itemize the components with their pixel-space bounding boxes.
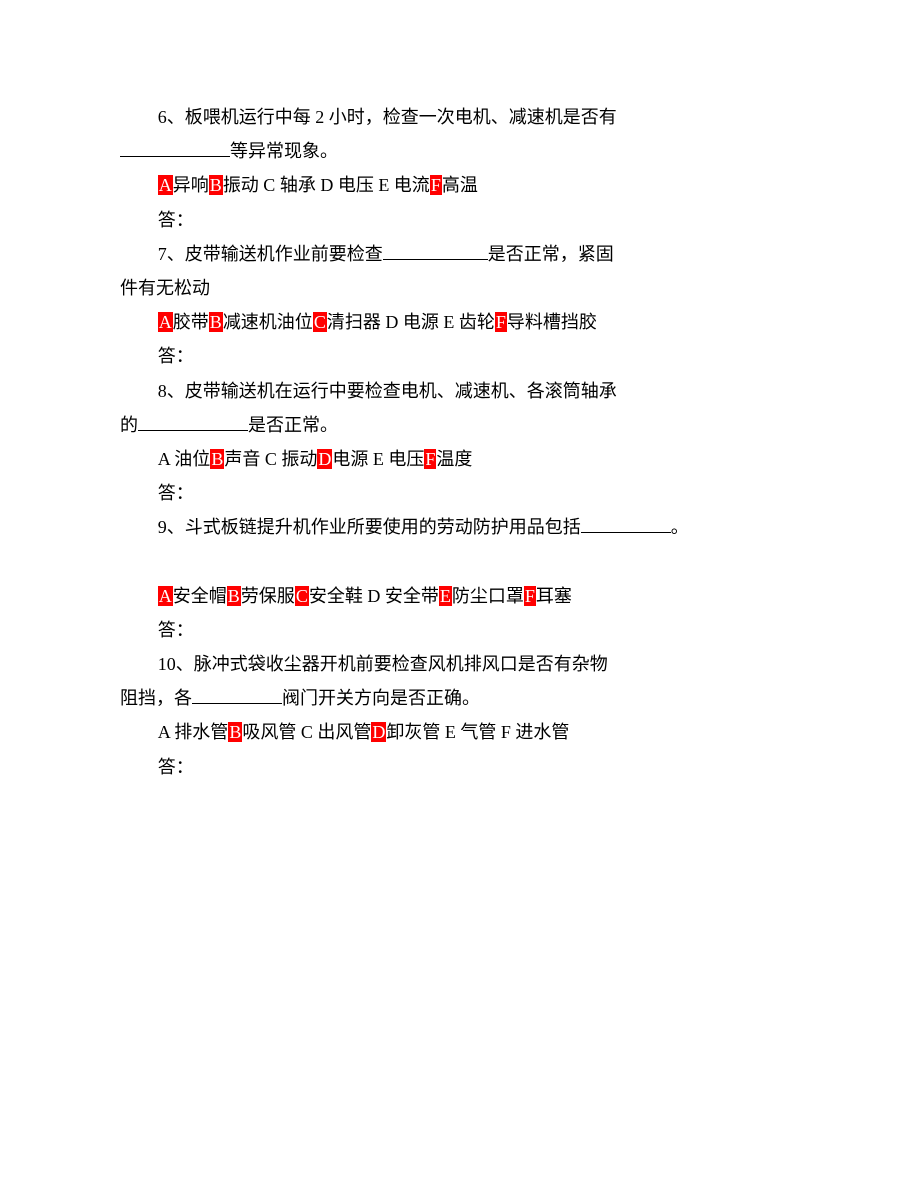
q9-text1end: 。 bbox=[671, 517, 689, 537]
q6-text1: 6、板喂机运行中每 2 小时，检查一次电机、减速机是否有 bbox=[158, 107, 617, 127]
q6-ans-label: 答： bbox=[158, 210, 194, 230]
q6-opt-a: A bbox=[158, 175, 173, 195]
q9-opt-e: E bbox=[439, 586, 452, 606]
q8-text2a: 的 bbox=[120, 415, 138, 435]
q9-ans-label: 答： bbox=[158, 620, 194, 640]
q9-opt-b-text: 劳保服 bbox=[241, 586, 295, 606]
q8-opt-f: F bbox=[424, 449, 436, 469]
q7-opt-f: F bbox=[495, 312, 507, 332]
q8-options: A 油位B声音 C 振动D电源 E 电压F温度 bbox=[120, 442, 800, 476]
document-content: 6、板喂机运行中每 2 小时，检查一次电机、减速机是否有 等异常现象。 A异响B… bbox=[120, 100, 800, 784]
q7-options: A胶带B减速机油位C清扫器 D 电源 E 齿轮F导料槽挡胶 bbox=[120, 305, 800, 339]
q10-text2a: 阻挡，各 bbox=[120, 688, 192, 708]
q10-opt-a: A 排水管 bbox=[158, 722, 229, 742]
q10-opt-b: B bbox=[228, 722, 242, 742]
q6-options: A异响B振动 C 轴承 D 电压 E 电流F高温 bbox=[120, 168, 800, 202]
q8-opt-a: A 油位 bbox=[158, 449, 211, 469]
q10-blank bbox=[192, 703, 282, 704]
q6-opt-f-text: 高温 bbox=[442, 175, 478, 195]
q8-opt-b: B bbox=[210, 449, 224, 469]
q6-blank bbox=[120, 156, 230, 157]
q9-opt-c: C bbox=[295, 586, 309, 606]
q9-options: A安全帽B劳保服C安全鞋 D 安全带E防尘口罩F耳塞 bbox=[120, 579, 800, 613]
q7-opt-c: C bbox=[313, 312, 327, 332]
q10-opt-b-text: 吸风管 C 出风管 bbox=[242, 722, 371, 742]
q10-ans-label: 答： bbox=[158, 757, 194, 777]
q6-opt-a-text: 异响 bbox=[173, 175, 209, 195]
q9-opt-e-text: 防尘口罩 bbox=[452, 586, 524, 606]
q10-options: A 排水管B吸风管 C 出风管D卸灰管 E 气管 F 进水管 bbox=[120, 715, 800, 749]
q10-text1: 10、脉冲式袋收尘器开机前要检查风机排风口是否有杂物 bbox=[158, 654, 608, 674]
q6-opt-b-text: 振动 C 轴承 D 电压 E 电流 bbox=[223, 175, 430, 195]
q7-text1b: 是否正常，紧固 bbox=[488, 244, 614, 264]
q8-text2b: 是否正常。 bbox=[248, 415, 338, 435]
q7-opt-b-text: 减速机油位 bbox=[223, 312, 313, 332]
q10-text2b: 阀门开关方向是否正确。 bbox=[282, 688, 480, 708]
q8-text1: 8、皮带输送机在运行中要检查电机、减速机、各滚筒轴承 bbox=[158, 381, 617, 401]
q8-opt-f-text: 温度 bbox=[436, 449, 472, 469]
q9-stem-line1: 9、斗式板链提升机作业所要使用的劳动防护用品包括 。 bbox=[120, 510, 800, 544]
q9-opt-a-text: 安全帽 bbox=[173, 586, 227, 606]
q9-answer: 答： bbox=[120, 613, 800, 647]
q6-opt-f: F bbox=[430, 175, 442, 195]
q10-answer: 答： bbox=[120, 750, 800, 784]
q8-opt-d-text: 电源 E 电压 bbox=[332, 449, 424, 469]
q7-opt-a: A bbox=[158, 312, 173, 332]
q8-stem-line1: 8、皮带输送机在运行中要检查电机、减速机、各滚筒轴承 bbox=[120, 374, 800, 408]
q9-blank bbox=[581, 532, 671, 533]
q9-opt-c-text: 安全鞋 D 安全带 bbox=[309, 586, 439, 606]
q7-opt-f-text: 导料槽挡胶 bbox=[507, 312, 597, 332]
q6-stem-line2: 等异常现象。 bbox=[120, 134, 800, 168]
q7-stem-line1: 7、皮带输送机作业前要检查 是否正常，紧固 bbox=[120, 237, 800, 271]
q6-text2: 等异常现象。 bbox=[230, 141, 338, 161]
q6-opt-b: B bbox=[209, 175, 223, 195]
q7-answer: 答： bbox=[120, 339, 800, 373]
q7-text1a: 7、皮带输送机作业前要检查 bbox=[158, 244, 383, 264]
q7-opt-c-text: 清扫器 D 电源 E 齿轮 bbox=[327, 312, 495, 332]
q9-opt-b: B bbox=[227, 586, 241, 606]
q10-stem-line1: 10、脉冲式袋收尘器开机前要检查风机排风口是否有杂物 bbox=[120, 647, 800, 681]
q6-answer: 答： bbox=[120, 203, 800, 237]
q7-opt-b: B bbox=[209, 312, 223, 332]
q7-ans-label: 答： bbox=[158, 346, 194, 366]
q8-answer: 答： bbox=[120, 476, 800, 510]
q9-opt-f-text: 耳塞 bbox=[536, 586, 572, 606]
q10-stem-line2: 阻挡，各 阀门开关方向是否正确。 bbox=[120, 681, 800, 715]
q9-opt-a: A bbox=[158, 586, 173, 606]
q8-opt-b-text: 声音 C 振动 bbox=[224, 449, 317, 469]
q7-opt-a-text: 胶带 bbox=[173, 312, 209, 332]
q7-stem-line2: 件有无松动 bbox=[120, 271, 800, 305]
q8-opt-d: D bbox=[317, 449, 332, 469]
q9-empty-line bbox=[120, 544, 800, 578]
q8-stem-line2: 的 是否正常。 bbox=[120, 408, 800, 442]
q7-blank bbox=[383, 259, 488, 260]
q8-blank bbox=[138, 430, 248, 431]
q9-opt-f: F bbox=[524, 586, 536, 606]
q10-opt-d: D bbox=[371, 722, 386, 742]
q6-stem-line1: 6、板喂机运行中每 2 小时，检查一次电机、减速机是否有 bbox=[120, 100, 800, 134]
q7-text2: 件有无松动 bbox=[120, 278, 210, 298]
q9-text1: 9、斗式板链提升机作业所要使用的劳动防护用品包括 bbox=[158, 517, 581, 537]
q8-ans-label: 答： bbox=[158, 483, 194, 503]
q10-opt-d-text: 卸灰管 E 气管 F 进水管 bbox=[386, 722, 569, 742]
